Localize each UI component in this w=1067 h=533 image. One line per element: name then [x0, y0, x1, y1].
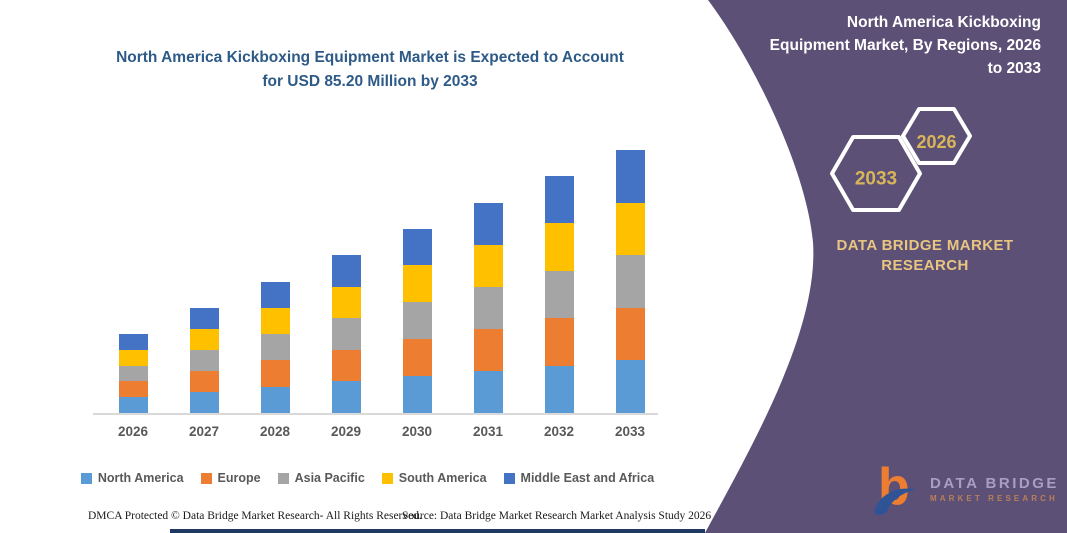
side-panel-title-line1: North America Kickboxing	[846, 14, 1041, 31]
logo-subtitle: MARKET RESEARCH	[930, 494, 1058, 503]
bar-segment-north-america	[118, 397, 148, 413]
bar-segment-asia-pacific	[615, 255, 645, 308]
x-axis-label-2027: 2027	[188, 424, 220, 439]
bar-segment-asia-pacific	[331, 318, 361, 350]
bar-segment-south-america	[473, 244, 503, 287]
bar-2028	[260, 281, 290, 413]
bar-segment-south-america	[615, 202, 645, 256]
hexagon-2033	[830, 135, 922, 212]
legend-swatch-icon	[80, 472, 92, 484]
bar-segment-north-america	[544, 365, 574, 413]
x-axis-label-2026: 2026	[117, 424, 149, 439]
bar-segment-europe	[260, 360, 290, 387]
x-axis-label-2029: 2029	[330, 424, 362, 439]
bar-segment-south-america	[189, 328, 219, 350]
legend-swatch-icon	[503, 472, 515, 484]
data-bridge-logo: b DATA BRIDGE MARKET RESEARCH	[872, 460, 1059, 518]
logo-title: DATA BRIDGE	[930, 475, 1059, 492]
bar-segment-asia-pacific	[544, 270, 574, 319]
side-panel-shape	[705, 0, 1067, 533]
x-axis-label-2031: 2031	[472, 424, 504, 439]
hexagon-year-badges: 2026 2033	[830, 107, 972, 212]
bar-2027	[189, 307, 219, 413]
bar-segment-asia-pacific	[118, 365, 148, 382]
brand-wordmark-line2: RESEARCH	[881, 257, 969, 274]
bar-segment-europe	[544, 318, 574, 366]
legend-label: South America	[398, 471, 487, 485]
brand-wordmark-line1: DATA BRIDGE MARKET	[836, 237, 1014, 254]
bar-segment-north-america	[260, 386, 290, 413]
bar-segment-middle-east-and-africa	[189, 307, 219, 329]
chart-title: North America Kickboxing Equipment Marke…	[116, 49, 624, 90]
brand-wordmark: DATA BRIDGE MARKET RESEARCH	[795, 236, 1055, 276]
legend-swatch-icon	[200, 472, 212, 484]
bar-segment-europe	[189, 370, 219, 392]
bar-segment-asia-pacific	[189, 349, 219, 371]
bar-segment-south-america	[402, 265, 432, 303]
bar-segment-middle-east-and-africa	[118, 334, 148, 350]
bar-segment-middle-east-and-africa	[331, 255, 361, 287]
bar-segment-south-america	[118, 349, 148, 366]
bar-segment-south-america	[331, 286, 361, 319]
legend-label: Europe	[217, 471, 261, 485]
logo-b-icon: b	[874, 460, 916, 516]
side-panel-title-line2: Equipment Market, By Regions, 2026	[769, 37, 1041, 54]
legend-label: North America	[97, 471, 184, 485]
bottom-accent-bar	[170, 529, 705, 533]
plot-area: 2026 2027 2028 2029 2030 2031 2032 2033	[93, 150, 658, 439]
side-panel-title: North America Kickboxing Equipment Marke…	[711, 11, 1041, 80]
bar-2026	[118, 334, 148, 413]
bar-segment-south-america	[544, 223, 574, 271]
bar-segment-asia-pacific	[260, 334, 290, 361]
bar-segment-north-america	[473, 370, 503, 413]
side-panel-title-line3: to 2033	[987, 60, 1041, 77]
x-axis-label-2032: 2032	[543, 424, 575, 439]
legend-label: Middle East and Africa	[520, 471, 655, 485]
source-text: Source: Data Bridge Market Research Mark…	[402, 510, 712, 522]
legend-item-asia-pacific: Asia Pacific	[277, 471, 365, 485]
bar-segment-north-america	[402, 376, 432, 413]
bar-segment-europe	[615, 307, 645, 361]
hexagon-2026	[901, 107, 972, 165]
bar-segment-europe	[402, 339, 432, 377]
chart-legend: North America Europe Asia Pacific South Ame…	[0, 471, 735, 485]
hexagon-2026-label: 2026	[916, 132, 956, 152]
x-axis-line	[93, 413, 658, 415]
bar-segment-south-america	[260, 307, 290, 335]
bar-segment-north-america	[615, 360, 645, 413]
bar-segment-europe	[118, 381, 148, 398]
legend-item-north-america: North America	[80, 471, 184, 485]
logo-text-block: DATA BRIDGE MARKET RESEARCH	[930, 475, 1059, 503]
legend-item-south-america: South America	[381, 471, 487, 485]
logo-swoosh-icon	[874, 488, 916, 515]
bar-2032	[544, 176, 574, 413]
bar-segment-middle-east-and-africa	[402, 228, 432, 266]
bar-segment-middle-east-and-africa	[544, 176, 574, 224]
bar-segment-asia-pacific	[402, 302, 432, 340]
bar-segment-asia-pacific	[473, 286, 503, 329]
bar-segment-middle-east-and-africa	[473, 202, 503, 245]
bar-2031	[473, 202, 503, 413]
hexagon-2033-label: 2033	[855, 169, 897, 190]
legend-item-europe: Europe	[200, 471, 261, 485]
bar-segment-europe	[473, 328, 503, 371]
dmca-copyright-text: DMCA Protected © Data Bridge Market Rese…	[88, 510, 422, 522]
bar-segment-europe	[331, 349, 361, 382]
x-axis-label-2028: 2028	[259, 424, 291, 439]
legend-swatch-icon	[381, 472, 393, 484]
x-axis-label-2033: 2033	[614, 424, 646, 439]
legend-swatch-icon	[277, 472, 289, 484]
bar-segment-middle-east-and-africa	[260, 281, 290, 308]
bar-2033	[615, 150, 645, 413]
legend-item-middle-east-and-africa: Middle East and Africa	[503, 471, 655, 485]
bar-segment-north-america	[189, 391, 219, 413]
legend-label: Asia Pacific	[294, 471, 365, 485]
bar-2029	[331, 255, 361, 413]
bar-segment-middle-east-and-africa	[615, 150, 645, 203]
bar-segment-north-america	[331, 381, 361, 413]
x-axis-label-2030: 2030	[401, 424, 433, 439]
bar-2030	[402, 228, 432, 413]
